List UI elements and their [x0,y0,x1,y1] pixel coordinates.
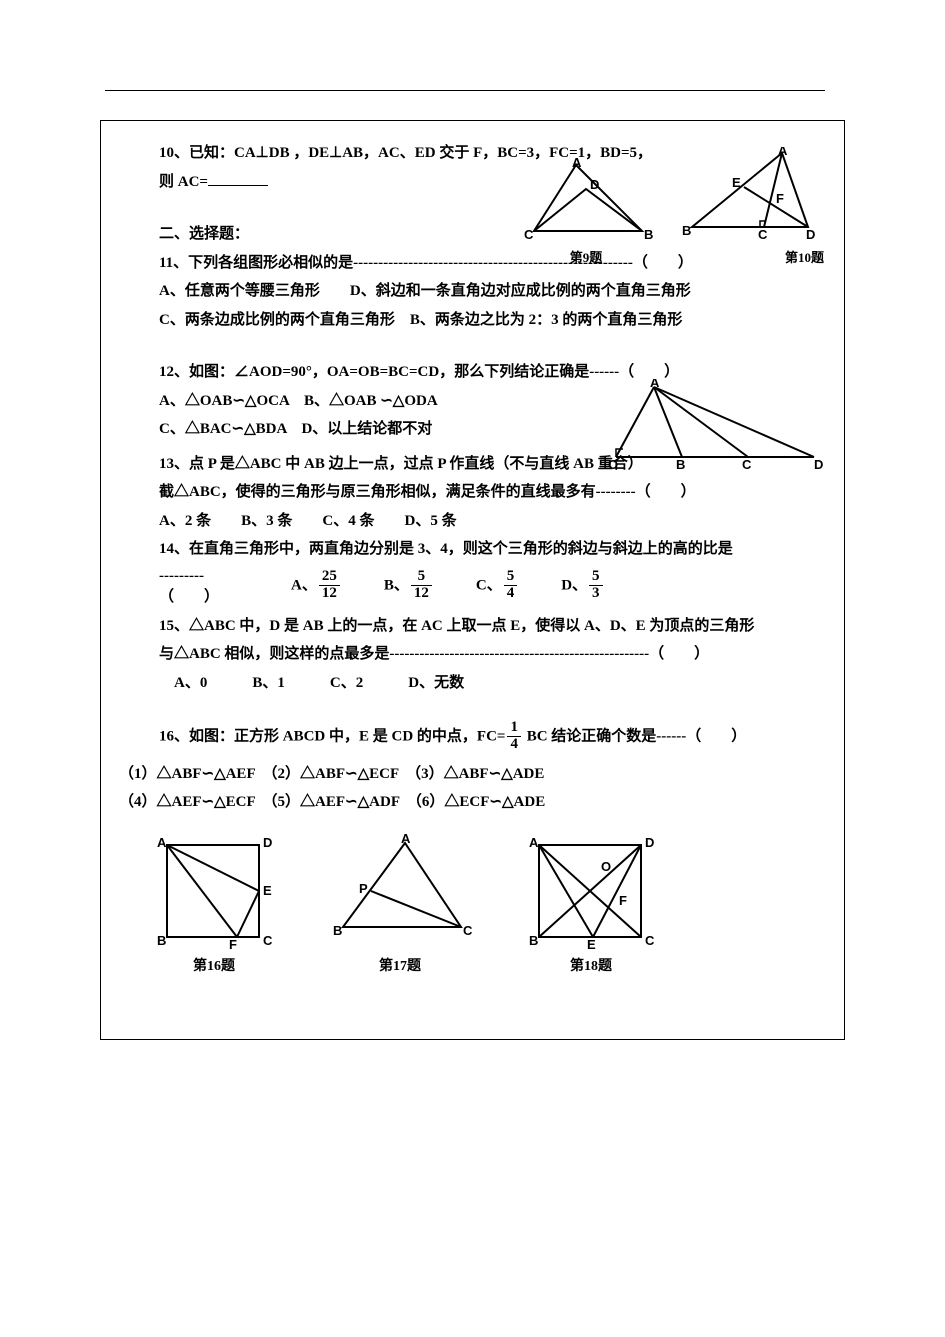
q11-optB: B、两条边之比为 2：3 的两个直角三角形 [410,312,683,328]
figure-16-svg: A D B C E F [149,833,279,953]
svg-text:F: F [776,191,784,206]
figure-9-caption: 第9题 [516,247,656,266]
q12-optC: C、△BAC∽△BDA [159,421,286,437]
figure-17: A B C P 第17题 [325,833,475,975]
q14-optC: C、54 [476,570,519,603]
figure-12: A O B C D [596,379,826,471]
bottom-figures-row: A D B C E F 第16题 [149,833,816,975]
q14-optB: B、512 [384,570,434,603]
figures-top-right: A D C B 第9题 A [516,147,824,266]
svg-text:D: D [590,177,599,192]
svg-text:B: B [333,923,342,938]
q16-row2: （4）△AEF∽△ECF （5）△AEF∽△ADF （6）△ECF∽△ADE [119,788,816,817]
q15-optB: B、1 [252,675,285,691]
q12-optB: B、△OAB ∽△ODA [304,393,438,409]
q11-optD: D、斜边和一条直角边对应成比例的两个直角三角形 [350,283,691,299]
q14-options-row: ---------（ ） A、2512 B、512 C、54 D、53 [159,568,816,606]
q11-optC: C、两条边成比例的两个直角三角形 [159,312,395,328]
figure-16: A D B C E F 第16题 [149,833,279,975]
figure-10: A E F B C D 第10题 [674,147,824,266]
svg-text:D: D [814,457,823,471]
top-horizontal-rule [105,90,825,91]
q13-optD: D、5 条 [405,513,457,529]
svg-text:C: C [263,933,273,948]
svg-text:D: D [645,835,654,850]
figure-18-caption: 第18题 [521,955,661,975]
svg-text:E: E [587,937,596,952]
svg-text:B: B [682,223,691,238]
figure-9-svg: A D C B [516,157,656,247]
q15-stem1: 15、△ABC 中，D 是 AB 上的一点，在 AC 上取一点 E，使得以 A、… [159,612,816,641]
figure-17-caption: 第17题 [325,955,475,975]
figure-9: A D C B 第9题 [516,157,656,266]
svg-text:O: O [608,457,618,471]
svg-text:E: E [263,883,272,898]
q13-optC: C、4 条 [322,513,374,529]
q14-optD: D、53 [561,570,604,603]
q16-stem-a: 16、如图：正方形 ABCD 中，E 是 CD 的中点，FC= [159,729,505,745]
q12-optD: D、以上结论都不对 [301,421,432,437]
q15-optA: A、0 [174,675,207,691]
svg-text:C: C [645,933,655,948]
svg-text:P: P [359,881,368,896]
q12-optA: A、△OAB∽△OCA [159,393,289,409]
q14-lead: ---------（ ） [159,568,249,606]
q13-optA: A、2 条 [159,513,211,529]
q10-stem-b: 则 AC= [159,174,208,190]
q11-optA: A、任意两个等腰三角形 [159,283,320,299]
svg-text:A: A [157,835,167,850]
svg-text:A: A [650,379,660,390]
svg-text:E: E [732,175,741,190]
svg-text:O: O [601,859,611,874]
q11-row2: C、两条边成比例的两个直角三角形 B、两条边之比为 2：3 的两个直角三角形 [159,306,816,335]
svg-text:B: B [157,933,166,948]
svg-text:C: C [524,227,534,242]
svg-text:C: C [742,457,752,471]
q13-options: A、2 条 B、3 条 C、4 条 D、5 条 [159,507,816,536]
svg-text:C: C [463,923,473,938]
q14-optA: A、2512 [291,570,342,603]
svg-text:D: D [263,835,272,850]
svg-text:C: C [758,227,768,242]
q15-options: A、0 B、1 C、2 D、无数 [159,669,816,698]
svg-text:B: B [676,457,685,471]
svg-text:A: A [529,835,539,850]
svg-text:A: A [401,833,411,846]
q16-stem: 16、如图：正方形 ABCD 中，E 是 CD 的中点，FC=14 BC 结论正… [159,721,816,754]
q13-stem2: 截△ABC，使得的三角形与原三角形相似，满足条件的直线最多有--------（ … [159,478,816,507]
q15-stem2: 与△ABC 相似，则这样的点最多是-----------------------… [159,640,816,669]
content-frame: A D C B 第9题 A [100,120,845,1040]
q16-stem-b: BC 结论正确个数是------（ ） [523,729,746,745]
page: A D C B 第9题 A [0,0,945,1337]
svg-text:F: F [619,893,627,908]
q16-row1: （1）△ABF∽△AEF （2）△ABF∽△ECF （3）△ABF∽△ADE [119,760,816,789]
figure-10-caption: 第10题 [674,247,824,266]
svg-text:A: A [778,147,788,158]
figure-17-svg: A B C P [325,833,475,953]
svg-text:A: A [572,157,582,170]
figure-18-svg: A D B C E F O [521,833,661,953]
q10-blank [208,171,268,186]
figure-12-svg: A O B C D [596,379,826,471]
q13-optB: B、3 条 [241,513,292,529]
figure-10-svg: A E F B C D [674,147,824,247]
svg-text:D: D [806,227,815,242]
q15-optD: D、无数 [408,675,464,691]
svg-text:F: F [229,937,237,952]
figure-16-caption: 第16题 [149,955,279,975]
q15-optC: C、2 [330,675,363,691]
svg-text:B: B [644,227,653,242]
q11-row1: A、任意两个等腰三角形 D、斜边和一条直角边对应成比例的两个直角三角形 [159,277,816,306]
figure-18: A D B C E F O 第18题 [521,833,661,975]
svg-text:B: B [529,933,538,948]
q14-stem: 14、在直角三角形中，两直角边分别是 3、4，则这个三角形的斜边与斜边上的高的比… [159,535,816,564]
